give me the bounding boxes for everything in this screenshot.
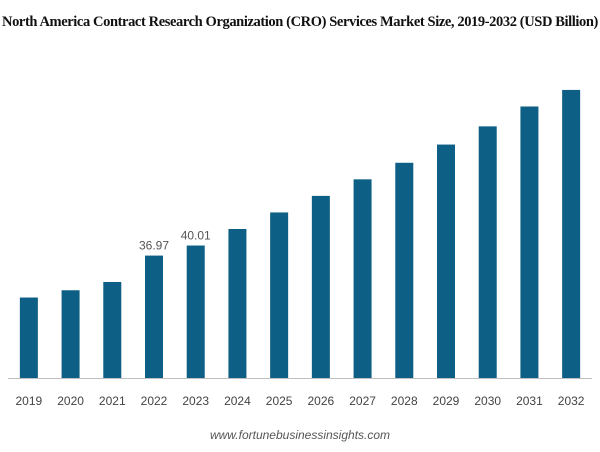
chart-title: North America Contract Research Organiza… — [2, 14, 598, 30]
x-tick-label-2026: 2026 — [308, 394, 335, 408]
x-tick-label-2021: 2021 — [99, 394, 126, 408]
x-tick-label-2027: 2027 — [349, 394, 376, 408]
source-footer: www.fortunebusinessinsights.com — [209, 428, 391, 442]
x-tick-label-2028: 2028 — [391, 394, 418, 408]
x-tick-label-2020: 2020 — [57, 394, 84, 408]
x-tick-label-2022: 2022 — [141, 394, 168, 408]
bar-2019 — [19, 297, 38, 378]
x-tick-label-2024: 2024 — [224, 394, 251, 408]
x-tick-label-2023: 2023 — [182, 394, 209, 408]
bar-2027 — [353, 179, 372, 378]
bar-2022 — [145, 255, 163, 378]
x-tick-label-2029: 2029 — [433, 394, 460, 408]
bar-2028 — [395, 162, 414, 378]
bar-2030 — [478, 126, 497, 378]
data-label-2022: 36.97 — [139, 239, 169, 253]
bar-2029 — [437, 144, 455, 378]
bar-2032 — [562, 89, 581, 378]
x-tick-label-2019: 2019 — [16, 394, 43, 408]
bar-2031 — [520, 106, 539, 378]
data-label-2023: 40.01 — [181, 229, 211, 243]
bar-2023 — [186, 245, 205, 378]
bar-2021 — [103, 281, 122, 378]
x-tick-label-2025: 2025 — [266, 394, 293, 408]
x-tick-label-2031: 2031 — [516, 394, 543, 408]
x-tick-label-2032: 2032 — [558, 394, 585, 408]
x-tick-label-2030: 2030 — [474, 394, 501, 408]
bar-2024 — [228, 229, 247, 378]
bar-2026 — [311, 195, 330, 378]
bar-2020 — [61, 290, 80, 378]
bar-2025 — [270, 212, 289, 378]
